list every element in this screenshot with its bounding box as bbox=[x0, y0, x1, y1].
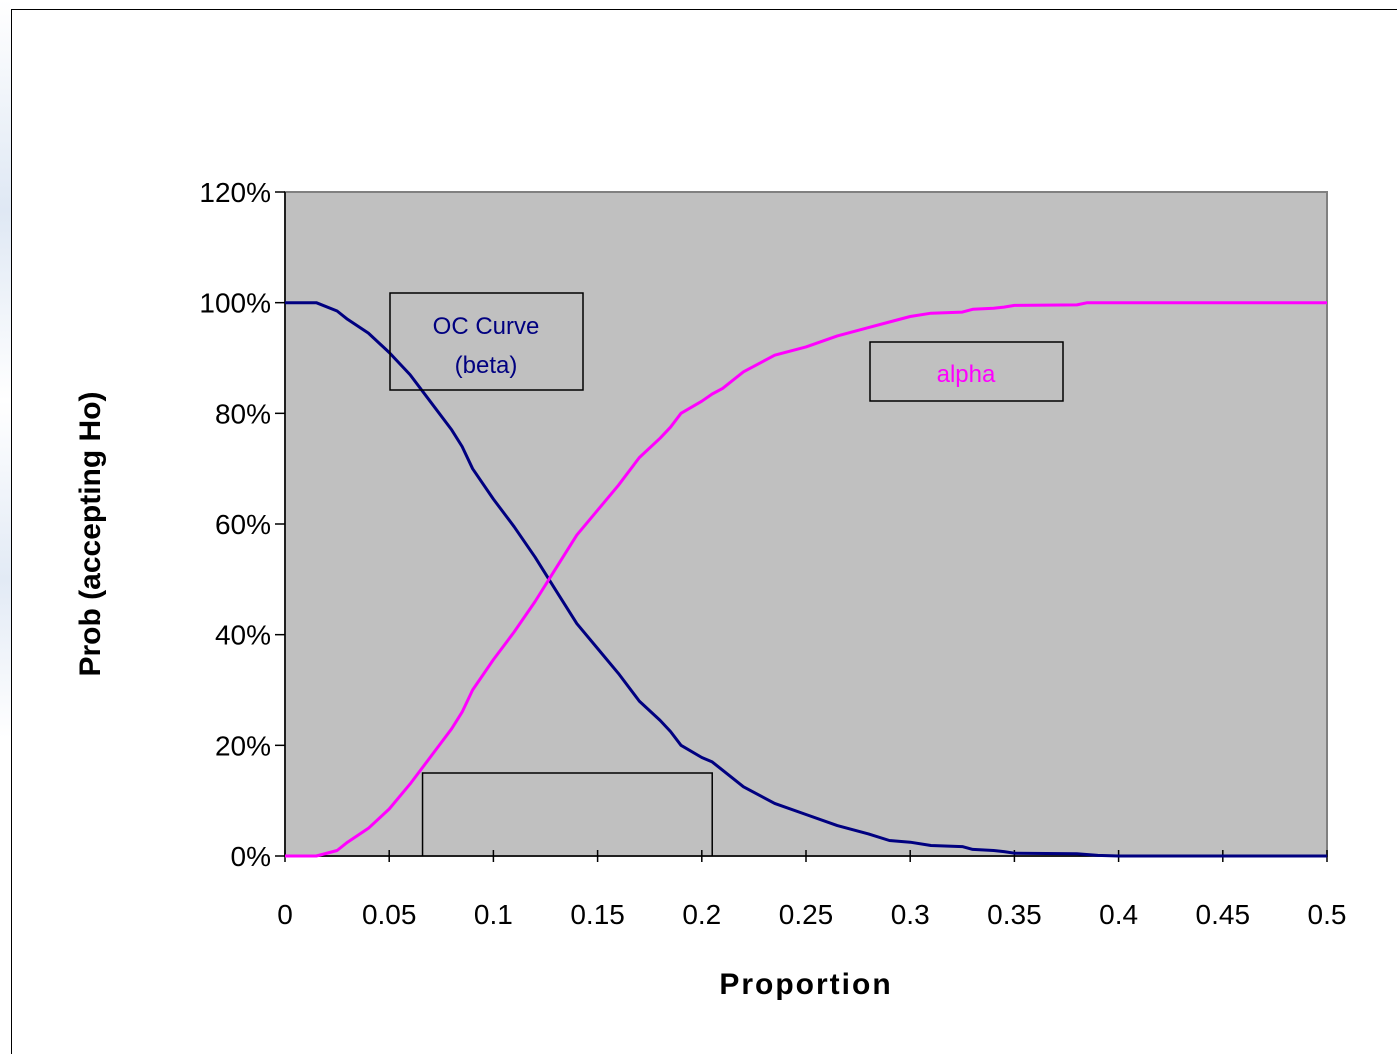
x-tick-label: 0.3 bbox=[891, 899, 930, 930]
empty-box-outline bbox=[421, 772, 713, 856]
alpha-curve-line bbox=[285, 301, 1327, 858]
y-tick-label: 100% bbox=[199, 288, 271, 319]
x-axis-title: Proportion bbox=[719, 968, 892, 1001]
y-axis-ticks: 0% 20% 40% 60% 80% 100% 120% bbox=[199, 177, 285, 872]
y-tick-label: 40% bbox=[215, 620, 271, 651]
alpha-label-border bbox=[869, 341, 1064, 402]
oc-curve-label-line1: OC Curve bbox=[433, 313, 540, 340]
y-tick-label: 120% bbox=[199, 177, 271, 208]
left-edge-decoration bbox=[0, 0, 11, 1054]
y-tick-label: 0% bbox=[231, 841, 271, 872]
series-lines bbox=[285, 301, 1327, 858]
x-tick-label: 0.25 bbox=[779, 899, 834, 930]
alpha-label-box: alpha bbox=[869, 341, 1064, 402]
x-tick-label: 0.5 bbox=[1308, 899, 1347, 930]
plot-area bbox=[284, 191, 1328, 857]
oc-curve-label-border bbox=[389, 292, 584, 391]
x-axis-ticks: 0 0.05 0.1 0.15 0.2 0.25 0.3 0.35 0.4 0.45 0.5 bbox=[277, 850, 1346, 930]
y-axis-title: Prob (accepting Ho) bbox=[74, 391, 107, 676]
oc-curve-line bbox=[285, 301, 1327, 858]
x-tick-label: 0.1 bbox=[474, 899, 513, 930]
x-tick-label: 0 bbox=[277, 899, 293, 930]
oc-curve-label-line2: (beta) bbox=[455, 352, 518, 379]
y-tick-label: 80% bbox=[215, 398, 271, 429]
x-tick-label: 0.35 bbox=[987, 899, 1042, 930]
x-tick-label: 0.15 bbox=[570, 899, 625, 930]
x-tick-label: 0.45 bbox=[1196, 899, 1251, 930]
chart-frame bbox=[11, 9, 1397, 1054]
oc-curve-label-box: OC Curve (beta) bbox=[389, 292, 584, 391]
y-tick-label: 20% bbox=[215, 730, 271, 761]
x-tick-label: 0.05 bbox=[362, 899, 417, 930]
alpha-label: alpha bbox=[937, 361, 996, 388]
x-tick-label: 0.4 bbox=[1099, 899, 1138, 930]
empty-annotation-box bbox=[421, 772, 713, 856]
x-tick-label: 0.2 bbox=[682, 899, 721, 930]
y-tick-label: 60% bbox=[215, 509, 271, 540]
